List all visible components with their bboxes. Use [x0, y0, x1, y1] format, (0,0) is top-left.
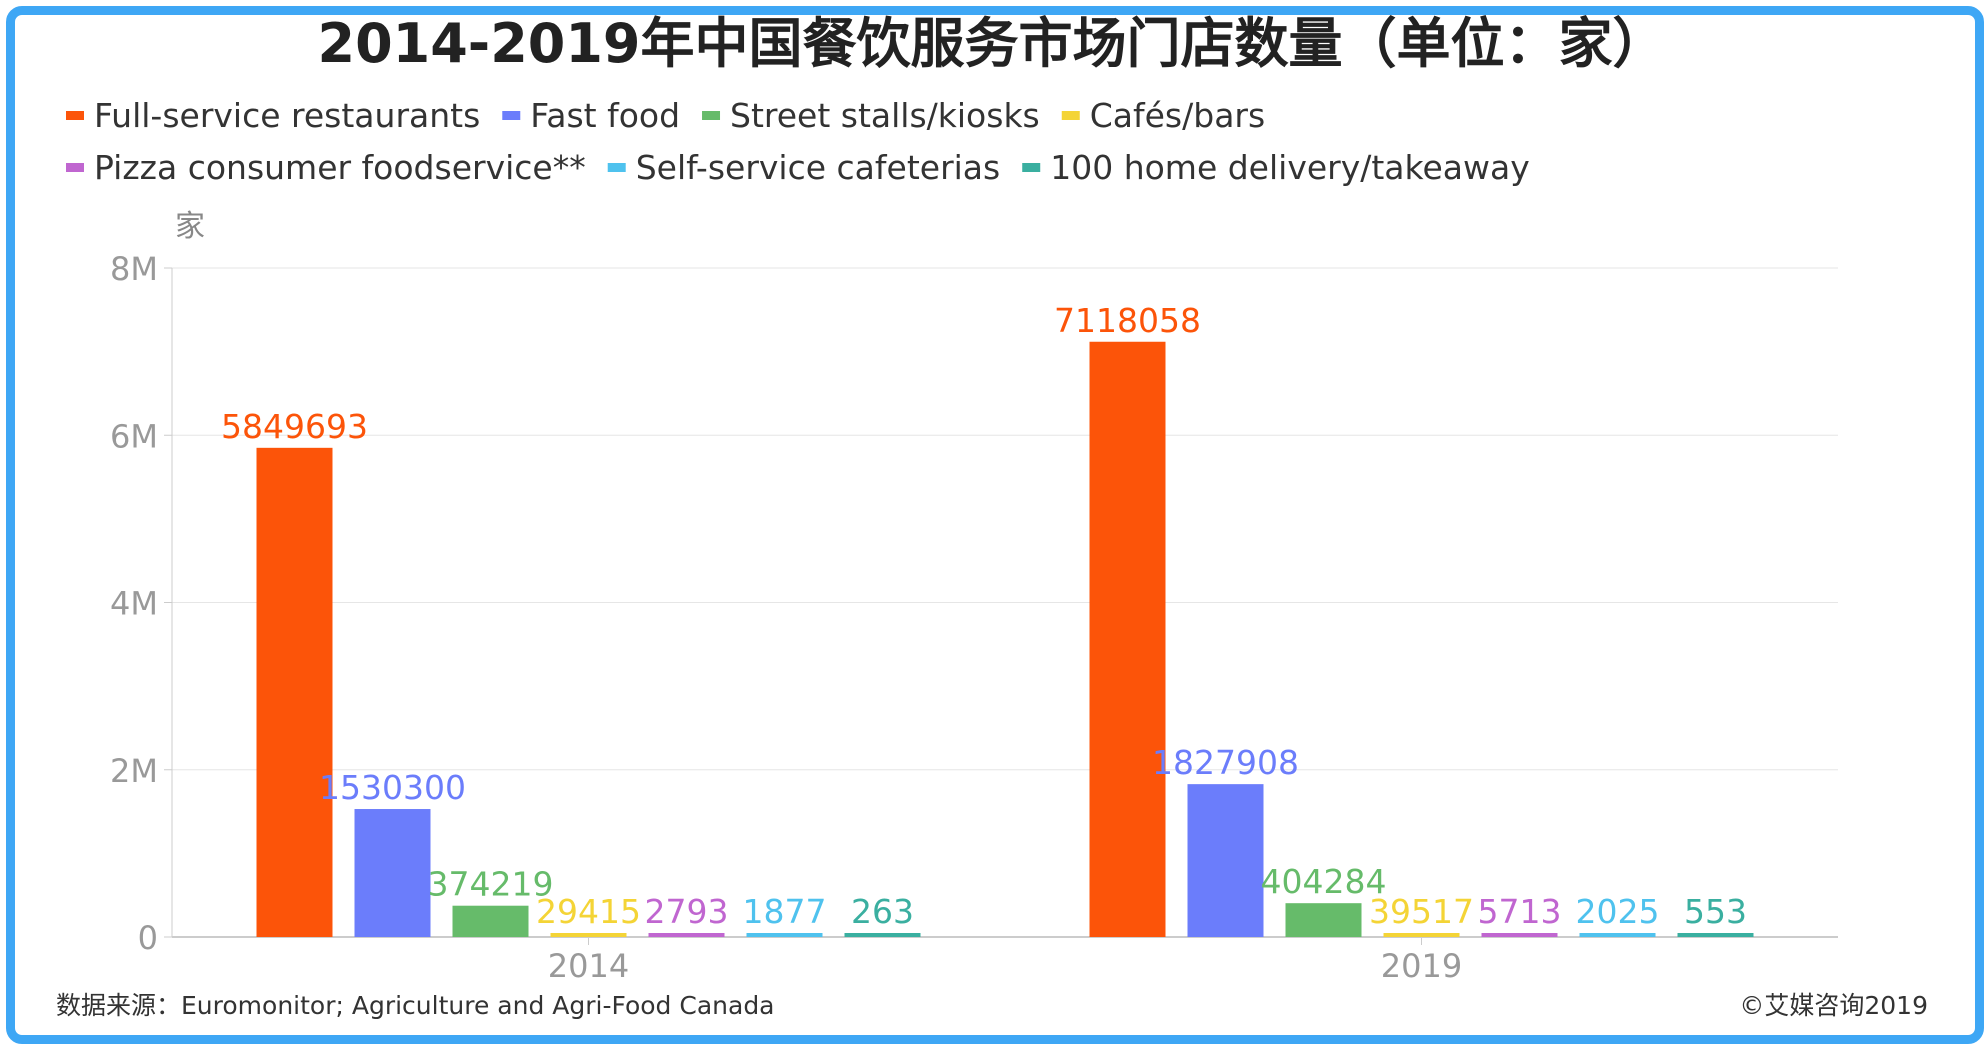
x-tick-label-2014: 2014 [548, 947, 629, 985]
chart-title: 2014-2019年中国餐饮服务市场门店数量（单位：家） [318, 12, 1667, 75]
legend-label-caf-s-bars: Cafés/bars [1090, 96, 1265, 135]
y-axis-unit-label: 家 [175, 209, 205, 244]
legend-swatch-full-service-restaurants [66, 111, 84, 120]
data-label-2014-3: 29415 [536, 892, 641, 931]
legend-label-street-stalls-kiosks: Street stalls/kiosks [730, 96, 1040, 135]
y-tick-label: 4M [110, 585, 158, 623]
bar-2014-0 [256, 447, 333, 937]
source-note: 数据来源：Euromonitor; Agriculture and Agri-F… [56, 991, 775, 1020]
legend-label-pizza-consumer-foodservice: Pizza consumer foodservice** [94, 148, 586, 187]
bar-2014-5 [746, 933, 823, 937]
data-label-2014-6: 263 [851, 892, 914, 931]
data-label-2014-2: 374219 [428, 865, 554, 904]
legend-label-self-service-cafeterias: Self-service cafeterias [636, 148, 1001, 187]
data-label-2019-2: 404284 [1261, 862, 1387, 901]
copyright-note: ©艾媒咨询2019 [1739, 991, 1928, 1020]
y-tick-label: 0 [138, 919, 158, 957]
bar-2019-3 [1383, 933, 1460, 937]
data-label-2019-6: 553 [1684, 892, 1747, 931]
legend-swatch-street-stalls-kiosks [702, 111, 721, 120]
data-label-2014-1: 1530300 [319, 768, 466, 807]
data-label-2014-0: 5849693 [221, 407, 368, 446]
legend-swatch-self-service-cafeterias [607, 163, 626, 172]
data-label-2019-4: 5713 [1478, 892, 1562, 931]
bar-2019-4 [1481, 933, 1558, 937]
data-label-2014-5: 1877 [743, 892, 827, 931]
legend-swatch-100-home-delivery-takeaway [1022, 163, 1041, 172]
data-label-2019-0: 7118058 [1054, 301, 1201, 340]
chart-frame [6, 6, 1984, 1044]
bar-2014-2 [452, 905, 529, 937]
legend-label-full-service-restaurants: Full-service restaurants [94, 96, 480, 135]
bar-2019-1 [1187, 784, 1264, 937]
data-label-2019-5: 2025 [1576, 892, 1660, 931]
bar-2014-6 [844, 933, 921, 937]
data-label-2019-3: 39517 [1369, 892, 1474, 931]
legend-label-100-home-delivery-takeaway: 100 home delivery/takeaway [1050, 148, 1530, 187]
bar-2019-6 [1677, 933, 1754, 937]
legend-swatch-caf-s-bars [1061, 111, 1080, 120]
bar-2019-5 [1579, 933, 1656, 937]
bar-2014-1 [354, 809, 431, 937]
legend-label-fast-food: Fast food [530, 96, 680, 135]
legend-swatch-pizza-consumer-foodservice [66, 163, 84, 172]
bar-2019-0 [1089, 341, 1166, 937]
legend: Full-service restaurants Fast food Street … [66, 96, 1530, 187]
y-tick-label: 6M [110, 417, 158, 455]
bar-2014-4 [648, 933, 725, 937]
legend-swatch-fast-food [502, 111, 521, 120]
y-tick-label: 8M [110, 250, 158, 288]
bar-2019-2 [1285, 903, 1362, 937]
x-axis-ticks: 2014 2019 [548, 937, 1462, 985]
data-label-2014-4: 2793 [645, 892, 729, 931]
y-axis-ticks: 0 2M 4M 6M 8M [110, 250, 158, 957]
data-label-2019-1: 1827908 [1152, 743, 1299, 782]
gridlines [164, 267, 1838, 938]
y-tick-label: 2M [110, 752, 158, 790]
bar-2014-3 [550, 933, 627, 937]
x-tick-label-2019: 2019 [1381, 947, 1462, 985]
bars [256, 341, 1754, 937]
